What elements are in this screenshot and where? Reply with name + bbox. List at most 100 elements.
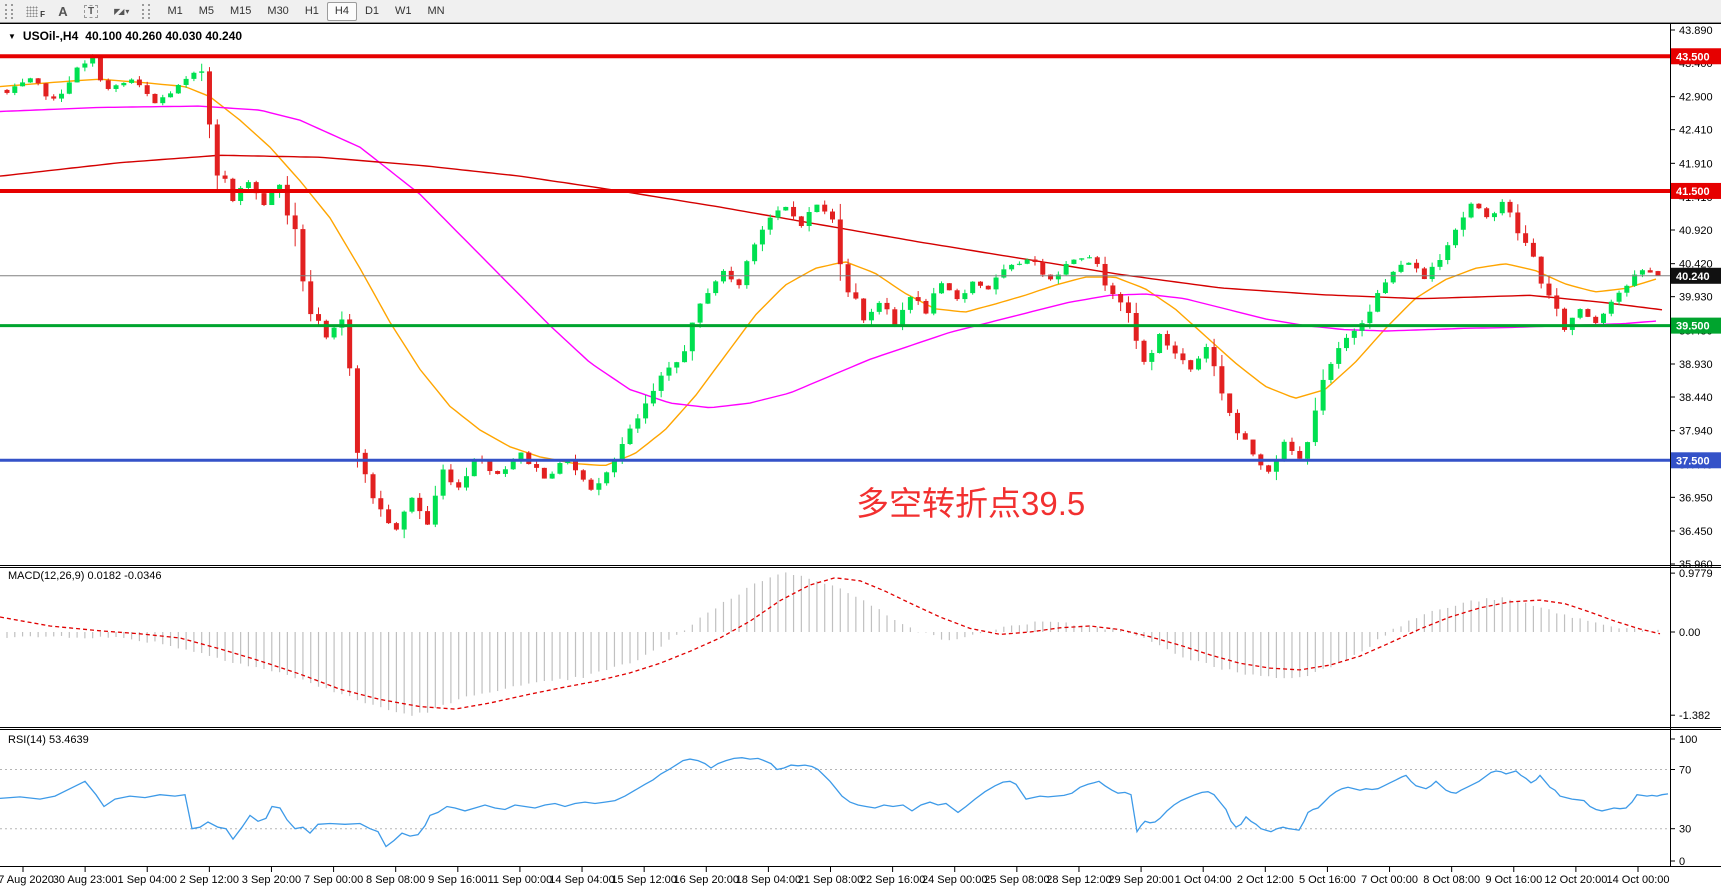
candle bbox=[682, 345, 688, 363]
candle bbox=[393, 521, 399, 531]
macd-indicator-label: MACD(12,26,9) 0.0182 -0.0346 bbox=[8, 570, 162, 582]
candle bbox=[1219, 354, 1225, 401]
candle bbox=[1211, 338, 1217, 377]
candle bbox=[386, 504, 392, 524]
candle bbox=[1141, 339, 1147, 365]
candle bbox=[1484, 207, 1490, 219]
candle bbox=[183, 76, 189, 88]
candle bbox=[1476, 203, 1482, 210]
rsi-panel[interactable] bbox=[0, 757, 1670, 848]
candle bbox=[354, 365, 360, 468]
candle bbox=[845, 258, 851, 297]
candle bbox=[1234, 409, 1240, 440]
candle bbox=[1460, 211, 1466, 237]
candle bbox=[1336, 341, 1342, 369]
candle bbox=[300, 224, 306, 292]
candle bbox=[1577, 308, 1583, 320]
tf-button-h1[interactable]: H1 bbox=[297, 2, 327, 21]
candle bbox=[1351, 328, 1357, 345]
macd-panel[interactable] bbox=[0, 572, 1661, 716]
candle bbox=[1203, 343, 1209, 363]
arrows-tool-icon-button[interactable]: ◤◢ ▾ bbox=[107, 2, 136, 21]
macd-tick-label: 0.00 bbox=[1679, 627, 1700, 639]
candle bbox=[1554, 288, 1560, 317]
candle bbox=[1624, 284, 1630, 297]
candle bbox=[502, 466, 508, 477]
rsi-axis[interactable]: 100 70 30 0 bbox=[1670, 734, 1697, 868]
candle bbox=[1079, 258, 1085, 262]
candle bbox=[331, 324, 337, 340]
chart-menu-dropdown-icon[interactable]: ▼ bbox=[8, 32, 16, 41]
candle bbox=[666, 361, 672, 381]
candle bbox=[129, 78, 135, 84]
candle bbox=[1009, 264, 1015, 272]
ma-medium-line[interactable] bbox=[0, 105, 1657, 409]
candle bbox=[136, 76, 142, 88]
candle bbox=[1530, 238, 1536, 258]
tf-button-mn[interactable]: MN bbox=[420, 2, 453, 21]
candle bbox=[923, 298, 929, 315]
tf-button-d1[interactable]: D1 bbox=[357, 2, 387, 21]
macd-axis[interactable]: 0.9779 0.00 -1.382 bbox=[1670, 568, 1713, 722]
time-tick-label: 12 Oct 20:00 bbox=[1544, 874, 1607, 886]
grid-f-icon-button[interactable]: F bbox=[19, 2, 49, 21]
candle bbox=[35, 78, 41, 86]
candle bbox=[1063, 261, 1069, 276]
timeframe-group: M1 M5 M15 M30 H1 H4 D1 W1 MN bbox=[159, 1, 453, 21]
toolbar-drag-handle-2[interactable] bbox=[142, 3, 151, 19]
toolbar: F A T ◤◢ ▾ M1 M5 M15 M30 H1 H4 D1 W1 MN bbox=[0, 0, 1721, 23]
tf-button-m15[interactable]: M15 bbox=[222, 2, 259, 21]
time-tick-label: 7 Sep 00:00 bbox=[304, 874, 363, 886]
candle bbox=[736, 278, 742, 289]
price-tick-label: 42.900 bbox=[1679, 92, 1713, 104]
tf-button-m1[interactable]: M1 bbox=[159, 2, 190, 21]
chart-background bbox=[0, 24, 1721, 889]
candle bbox=[1546, 276, 1552, 299]
grid-dots-icon bbox=[26, 5, 38, 17]
candle bbox=[1312, 397, 1318, 446]
candle bbox=[837, 203, 843, 281]
ma-fast-line[interactable] bbox=[0, 78, 1657, 466]
price-badge-43.500: 43.500 bbox=[1671, 48, 1721, 65]
candle bbox=[541, 467, 547, 479]
candle bbox=[931, 287, 937, 316]
tf-button-m5[interactable]: M5 bbox=[191, 2, 222, 21]
tf-button-w1[interactable]: W1 bbox=[387, 2, 420, 21]
time-tick-label: 9 Sep 16:00 bbox=[428, 874, 487, 886]
time-tick-label: 8 Oct 08:00 bbox=[1423, 874, 1480, 886]
candle bbox=[347, 314, 353, 376]
rsi-indicator-label: RSI(14) 53.4639 bbox=[8, 734, 89, 746]
candle bbox=[1297, 446, 1303, 459]
candle bbox=[791, 201, 797, 221]
candle bbox=[1468, 202, 1474, 219]
candle bbox=[596, 477, 602, 496]
candle bbox=[1110, 282, 1116, 300]
candle bbox=[206, 67, 212, 139]
text-tool-icon-button[interactable]: T bbox=[77, 2, 105, 21]
candle bbox=[1289, 437, 1295, 455]
candle bbox=[861, 298, 867, 324]
candle bbox=[74, 66, 80, 83]
svg-text:43.500: 43.500 bbox=[1676, 51, 1710, 63]
candle bbox=[362, 449, 368, 483]
price-tick-label: 38.930 bbox=[1679, 359, 1713, 371]
price-axis[interactable]: 43.89043.40042.90042.41041.91041.41040.9… bbox=[1670, 25, 1721, 571]
candle bbox=[1016, 261, 1022, 266]
tf-button-m30[interactable]: M30 bbox=[259, 2, 296, 21]
chevron-down-icon[interactable]: ▾ bbox=[125, 6, 130, 16]
candle bbox=[495, 470, 501, 475]
font-a-icon-button[interactable]: A bbox=[51, 2, 75, 21]
toolbar-drag-handle[interactable] bbox=[5, 3, 13, 19]
candle bbox=[962, 289, 968, 303]
ma-slow-line[interactable] bbox=[0, 154, 1663, 311]
time-tick-label: 5 Oct 16:00 bbox=[1299, 874, 1356, 886]
candle bbox=[604, 471, 610, 486]
time-tick-label: 9 Oct 16:00 bbox=[1485, 874, 1542, 886]
tf-button-h4[interactable]: H4 bbox=[326, 1, 357, 21]
chart-title: ▼ USOil-,H4 40.100 40.260 40.030 40.240 bbox=[8, 29, 242, 43]
candle bbox=[1024, 258, 1030, 265]
candle bbox=[713, 280, 719, 296]
